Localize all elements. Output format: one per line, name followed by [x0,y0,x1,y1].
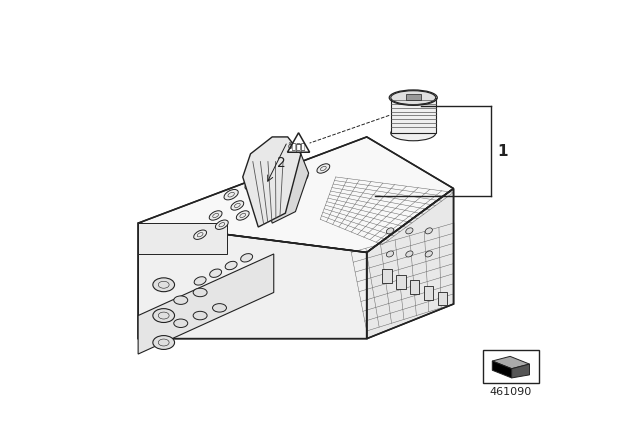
Ellipse shape [241,254,253,262]
Ellipse shape [153,309,175,323]
Polygon shape [511,364,529,378]
Ellipse shape [267,170,281,181]
Text: ⓘ: ⓘ [296,142,301,152]
Ellipse shape [210,269,221,277]
Bar [396,275,406,289]
Ellipse shape [212,304,227,312]
Ellipse shape [194,230,207,239]
Ellipse shape [209,211,222,220]
Polygon shape [367,189,454,339]
Ellipse shape [280,192,292,202]
Polygon shape [138,254,274,354]
Ellipse shape [216,220,228,229]
Polygon shape [406,94,421,100]
Bar [438,292,447,306]
Polygon shape [492,361,511,378]
Ellipse shape [387,228,394,234]
Ellipse shape [317,164,330,173]
Ellipse shape [245,180,259,190]
Text: 2: 2 [277,156,285,170]
Bar [424,286,433,300]
Text: ð: ð [288,142,307,151]
Ellipse shape [289,161,303,172]
Polygon shape [287,133,310,152]
Ellipse shape [193,288,207,297]
Ellipse shape [406,251,413,257]
Ellipse shape [225,261,237,270]
Ellipse shape [387,251,394,257]
Ellipse shape [273,182,286,192]
Ellipse shape [252,191,265,201]
Ellipse shape [425,251,433,257]
Polygon shape [138,137,454,252]
Ellipse shape [258,202,271,211]
Ellipse shape [295,173,308,182]
Bar [391,98,436,133]
Polygon shape [138,223,367,339]
Ellipse shape [194,277,206,285]
Ellipse shape [425,228,433,234]
Text: 461090: 461090 [490,387,532,397]
Ellipse shape [391,125,436,141]
Polygon shape [264,142,308,223]
Ellipse shape [153,336,175,349]
Ellipse shape [193,311,207,320]
Ellipse shape [391,90,436,104]
Ellipse shape [224,190,238,200]
Bar [382,269,392,283]
Ellipse shape [174,319,188,327]
Polygon shape [243,137,301,227]
Ellipse shape [236,211,249,220]
Polygon shape [492,356,529,369]
Ellipse shape [174,296,188,304]
Ellipse shape [406,228,413,234]
Text: 1: 1 [497,144,508,159]
Ellipse shape [231,201,244,210]
Bar [483,350,539,383]
Polygon shape [138,223,227,254]
Ellipse shape [153,278,175,292]
Bar [410,280,419,294]
